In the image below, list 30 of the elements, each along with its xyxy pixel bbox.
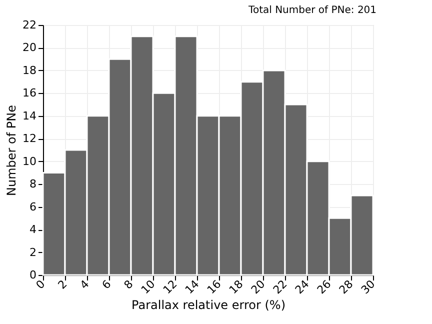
y-tick-label: 12 — [22, 132, 36, 146]
y-tick-label: 2 — [30, 246, 36, 259]
x-tick-label: 28 — [336, 278, 356, 297]
x-axis-title: Parallax relative error (%) — [132, 298, 286, 312]
x-tick-label: 4 — [78, 278, 92, 292]
y-tick-label: 0 — [30, 268, 36, 282]
y-tick-label: 10 — [22, 154, 36, 168]
x-tick-label: 6 — [100, 278, 114, 292]
x-tick-label: 30 — [358, 278, 378, 297]
chart-title: Total Number of PNe: 201 — [248, 5, 377, 16]
y-tick-label: 8 — [30, 178, 36, 191]
y-tick-label: 6 — [30, 200, 36, 214]
y-tick-label: 20 — [22, 41, 36, 54]
x-tick-label: 24 — [292, 278, 312, 297]
y-tick-label: 14 — [22, 109, 36, 122]
y-tick-label: 16 — [22, 86, 36, 100]
x-tick-label: 14 — [182, 278, 202, 297]
x-tick-label: 22 — [270, 278, 290, 297]
x-tick-label: 2 — [56, 278, 70, 292]
x-tick-label: 18 — [226, 278, 246, 297]
y-axis-title: Number of PNe — [4, 105, 19, 196]
x-tick-label: 16 — [204, 278, 224, 297]
x-tick-label: 10 — [138, 278, 158, 297]
x-tick-label: 12 — [160, 278, 180, 297]
y-tick-label: 4 — [30, 223, 36, 236]
x-tick-label: 20 — [248, 278, 268, 297]
x-tick-label: 26 — [314, 278, 334, 297]
y-tick-label: 18 — [22, 64, 36, 77]
x-tick-label: 8 — [122, 278, 136, 292]
y-tick-label: 22 — [22, 18, 36, 32]
